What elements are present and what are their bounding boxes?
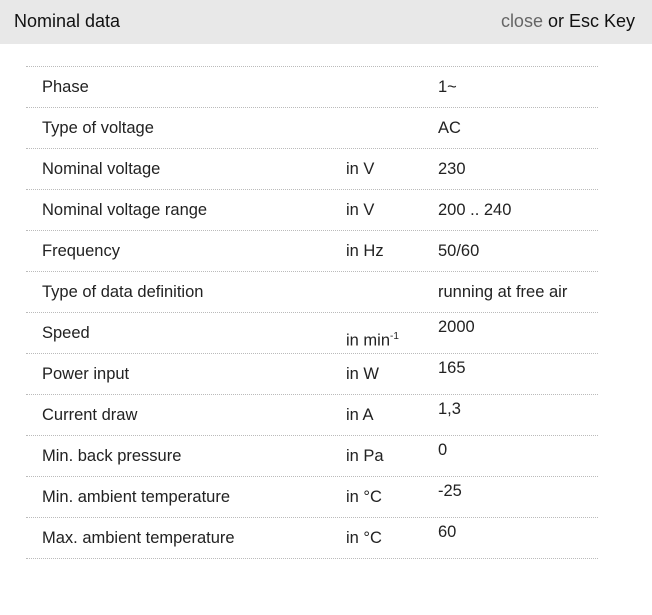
row-label: Phase xyxy=(42,78,89,96)
row-label: Type of data definition xyxy=(42,283,204,301)
table-row: Type of data definition running at free a… xyxy=(26,272,598,313)
row-value: 60 xyxy=(438,523,457,541)
row-label: Min. back pressure xyxy=(42,447,182,465)
close-hint: close or Esc Key xyxy=(501,11,635,32)
row-unit: in V xyxy=(346,160,375,178)
unit-text: in min xyxy=(346,331,391,350)
table-row: Speed in min-1 2000 xyxy=(26,313,598,354)
close-link[interactable]: close xyxy=(500,11,543,31)
row-value: 0 xyxy=(438,441,448,459)
row-label: Min. ambient temperature xyxy=(42,488,231,506)
table-row: Type of voltage AC xyxy=(26,108,598,149)
table-row: Current draw in A 1,3 xyxy=(26,395,598,436)
row-label: Nominal voltage range xyxy=(42,201,208,219)
dialog-header: Nominal data close or Esc Key xyxy=(0,0,652,44)
row-unit: in Hz xyxy=(346,242,384,260)
row-unit: in W xyxy=(346,365,379,383)
table-row: Frequency in Hz 50/60 xyxy=(26,231,598,272)
row-label: Frequency xyxy=(42,242,120,260)
row-unit: in min-1 xyxy=(346,331,399,351)
row-value: 165 xyxy=(438,359,466,377)
row-value: 1,3 xyxy=(438,400,461,418)
row-label: Power input xyxy=(42,365,130,383)
row-unit: in °C xyxy=(346,529,382,547)
row-value: -25 xyxy=(438,482,462,500)
table-row: Phase 1~ xyxy=(26,67,598,108)
row-unit: in V xyxy=(346,201,375,219)
row-value: 200 .. 240 xyxy=(438,201,512,219)
row-unit: in °C xyxy=(346,488,382,506)
row-label: Current draw xyxy=(42,406,138,424)
row-label: Nominal voltage xyxy=(42,160,161,178)
table-row: Min. ambient temperature in °C -25 xyxy=(26,477,598,518)
row-label: Speed xyxy=(42,324,90,342)
row-unit: in Pa xyxy=(346,447,384,465)
table-row: Power input in W 165 xyxy=(26,354,598,395)
table-row: Nominal voltage in V 230 xyxy=(26,149,598,190)
table-row: Nominal voltage range in V 200 .. 240 xyxy=(26,190,598,231)
close-hint-suffix: or Esc Key xyxy=(542,11,635,31)
nominal-data-table: Phase 1~ Type of voltage AC Nominal voltage i… xyxy=(26,66,598,559)
dialog-title: Nominal data xyxy=(14,11,121,31)
row-value: 1~ xyxy=(438,78,457,96)
row-value: running at free air xyxy=(438,283,568,301)
row-unit: in A xyxy=(346,406,374,424)
row-value: 230 xyxy=(438,160,466,178)
table-row: Min. back pressure in Pa 0 xyxy=(26,436,598,477)
row-label: Max. ambient temperature xyxy=(42,529,235,547)
row-label: Type of voltage xyxy=(42,119,154,137)
table-row: Max. ambient temperature in °C 60 xyxy=(26,518,598,559)
unit-superscript: -1 xyxy=(390,331,399,342)
row-value: 50/60 xyxy=(438,242,480,260)
row-value: 2000 xyxy=(438,318,475,336)
row-value: AC xyxy=(438,119,461,137)
